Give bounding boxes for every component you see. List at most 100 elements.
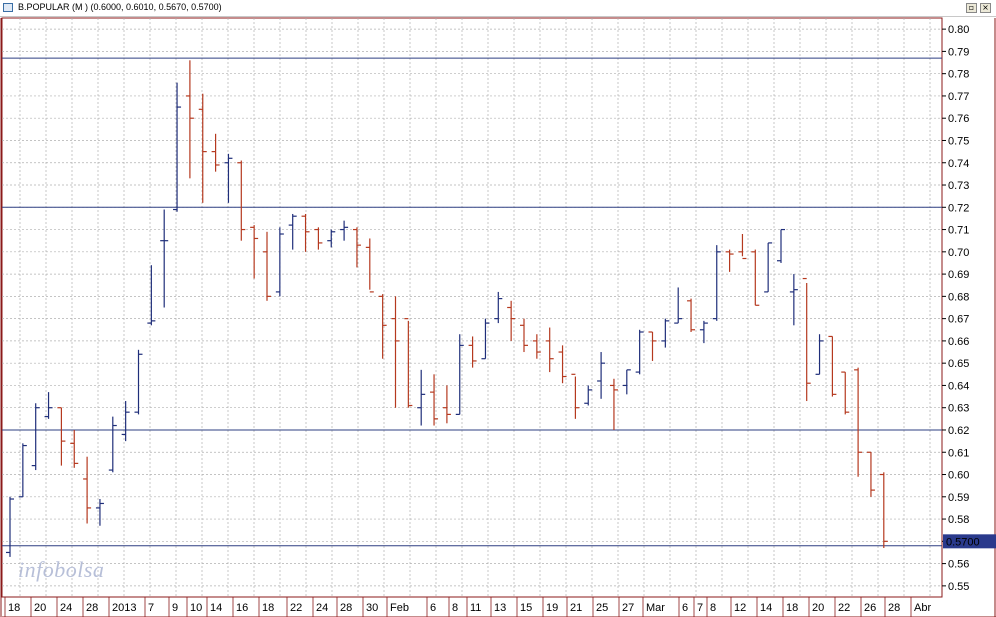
ohlc-bar: [404, 318, 413, 408]
x-tick-label: 2013: [112, 602, 136, 614]
x-tick-label: 19: [546, 602, 558, 614]
y-tick-label: 0.62: [948, 425, 969, 437]
ohlc-bar: [468, 336, 477, 368]
ohlc-bar: [173, 82, 182, 212]
y-tick-label: 0.78: [948, 69, 969, 81]
y-tick-label: 0.64: [948, 380, 969, 392]
ohlc-bar: [866, 451, 875, 497]
ohlc-bar: [70, 429, 79, 468]
last-price-box: [943, 534, 996, 549]
x-tick-label: 8: [710, 602, 716, 614]
close-button[interactable]: ×: [980, 3, 991, 13]
y-tick-label: 0.58: [948, 514, 969, 526]
x-tick-label: 21: [570, 602, 582, 614]
ohlc-bar: [532, 334, 541, 359]
y-tick-label: 0.79: [948, 46, 969, 58]
ohlc-bar: [777, 228, 785, 263]
y-tick-label: 0.56: [948, 559, 969, 571]
x-tick-label: 25: [596, 602, 608, 614]
y-tick-label: 0.77: [948, 91, 969, 103]
y-tick-label: 0.63: [948, 403, 969, 415]
x-tick-label: 27: [622, 602, 634, 614]
ohlc-bar: [802, 277, 811, 402]
x-tick-label: 6: [682, 602, 688, 614]
y-tick-label: 0.59: [948, 492, 969, 504]
restore-button[interactable]: ▫: [966, 3, 977, 13]
ohlc-bar: [738, 234, 747, 260]
x-tick-label: 13: [494, 602, 506, 614]
x-tick-label: 20: [812, 602, 824, 614]
ohlc-bar: [648, 331, 657, 361]
ohlc-bar: [635, 329, 644, 375]
y-tick-label: 0.67: [948, 314, 969, 326]
ohlc-bar: [674, 287, 683, 324]
ohlc-bar: [545, 327, 554, 373]
x-tick-label: 10: [190, 602, 202, 614]
y-tick-label: 0.74: [948, 158, 969, 170]
ohlc-bar: [224, 153, 233, 203]
y-tick-label: 0.72: [948, 202, 969, 214]
ohlc-bar: [327, 229, 336, 248]
ohlc-bar: [507, 300, 516, 341]
ohlc-bar: [121, 401, 130, 442]
y-tick-label: 0.66: [948, 336, 969, 348]
ohlc-bar: [288, 213, 297, 250]
ohlc-bar: [57, 407, 66, 466]
ohlc-bar: [198, 93, 207, 203]
y-tick-label: 0.80: [948, 24, 969, 36]
ohlc-bar: [494, 291, 503, 324]
ohlc-bar: [31, 403, 40, 471]
ohlc-bar: [314, 227, 323, 250]
y-tick-label: 0.70: [948, 247, 969, 259]
x-tick-label: 9: [172, 602, 178, 614]
y-tick-label: 0.71: [948, 225, 969, 237]
ohlc-bar: [764, 242, 773, 293]
y-tick-label: 0.75: [948, 135, 969, 147]
ohlc-bar: [828, 335, 837, 397]
x-tick-label: 14: [760, 602, 772, 614]
x-tick-label: 11: [470, 602, 481, 614]
ohlc-bar: [275, 227, 284, 297]
ohlc-bar: [597, 352, 606, 399]
ohlc-bar: [378, 294, 387, 359]
x-tick-label: 8: [452, 602, 458, 614]
ohlc-bar: [44, 392, 53, 419]
x-tick-label: 22: [290, 602, 302, 614]
ohlc-bar: [83, 456, 92, 524]
ohlc-bar: [751, 249, 760, 306]
x-tick-label: 28: [888, 602, 900, 614]
ohlc-bar: [609, 378, 618, 430]
ohlc-bar: [687, 298, 696, 332]
ohlc-bar: [417, 369, 426, 426]
ohlc-bar: [481, 318, 490, 360]
plot-area: [1, 17, 943, 598]
ohlc-bar: [455, 334, 464, 415]
ohlc-bar: [520, 318, 528, 353]
ohlc-bar: [108, 416, 117, 473]
window-title-bar: B.POPULAR (M ) (0.6000, 0.6010, 0.5670, …: [0, 0, 996, 17]
ohlc-bar: [815, 334, 824, 375]
x-tick-label: 20: [34, 602, 46, 614]
ohlc-bar: [841, 371, 850, 415]
y-tick-label: 0.69: [948, 269, 969, 281]
ohlc-bar: [18, 443, 27, 498]
x-tick-label: 24: [60, 602, 72, 614]
y-tick-label: 0.55: [948, 581, 969, 593]
chart-window-icon: [3, 3, 13, 12]
y-tick-label: 0.65: [948, 358, 969, 370]
ohlc-bar: [147, 265, 156, 326]
ohlc-bar: [263, 231, 271, 301]
y-tick-label: 0.60: [948, 470, 969, 482]
ohlc-bar: [571, 373, 580, 419]
ohlc-bar: [854, 367, 863, 477]
window-title: B.POPULAR (M ) (0.6000, 0.6010, 0.5670, …: [18, 2, 222, 12]
ohlc-bar: [340, 220, 349, 241]
ohlc-bar: [250, 225, 259, 279]
ohlc-bar: [442, 385, 451, 424]
x-tick-label: 18: [262, 602, 274, 614]
ohlc-bar: [6, 496, 14, 557]
x-tick-label: 30: [366, 602, 378, 614]
y-tick-label: 0.61: [948, 447, 969, 459]
x-tick-label: 24: [316, 602, 328, 614]
